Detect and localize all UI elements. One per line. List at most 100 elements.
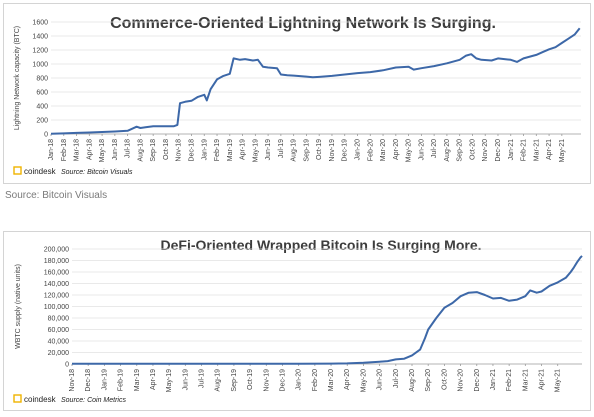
x-tick-label: Feb-19 [118,369,125,391]
x-tick-label: Aug-20 [409,369,416,392]
x-tick-label: Jun-19 [265,139,272,161]
x-tick-label: Apr-20 [344,369,351,390]
y-tick-label: 1000 [32,62,48,69]
x-tick-label: Jul-19 [199,369,206,388]
chart-title: Commerce-Oriented Lightning Network Is S… [110,15,496,32]
source-brand: coindesk [24,167,57,176]
x-tick-label: Aug-19 [291,139,298,162]
x-tick-label: Jan-21 [508,139,515,161]
x-tick-label: Oct-19 [316,139,323,160]
chart-panel-lightning: Commerce-Oriented Lightning Network Is S… [3,3,591,184]
y-tick-label: 60,000 [48,327,70,334]
x-tick-label: Mar-21 [522,369,529,391]
x-tick-label: Feb-21 [506,369,513,391]
y-tick-label: 1400 [32,34,48,41]
x-tick-label: Jun-19 [182,369,189,391]
x-tick-label: Sep-19 [303,139,310,162]
source-caption: Source: Bitcoin Visuals [5,190,108,201]
x-tick-label: Dec-18 [188,139,195,162]
y-tick-label: 600 [36,90,48,97]
x-tick-label: Jan-20 [355,139,362,161]
x-tick-label: Jan-19 [201,139,208,161]
y-tick-label: 160,000 [44,270,69,277]
x-tick-label: May-19 [166,369,173,392]
y-tick-label: 80,000 [48,316,70,323]
x-tick-label: Oct-20 [469,139,476,160]
x-tick-label: Oct-19 [247,369,254,390]
x-tick-label: Apr-18 [86,139,93,160]
x-tick-label: Aug-18 [137,139,144,162]
wbtc-chart-svg: DeFi-Oriented Wrapped Bitcoin Is Surging… [13,237,583,404]
logo-mask [15,396,20,401]
y-tick-label: 200,000 [44,247,69,254]
x-tick-label: May-20 [406,139,413,162]
x-tick-label: Dec-19 [342,139,349,162]
y-tick-label: 1600 [32,20,48,27]
x-tick-label: Apr-21 [539,369,546,390]
y-tick-label: 120,000 [44,293,69,300]
x-tick-label: Jul-20 [393,369,400,388]
x-tick-label: Oct-20 [441,369,448,390]
y-tick-label: 200 [36,118,48,125]
chart-panel-wbtc: DeFi-Oriented Wrapped Bitcoin Is Surging… [3,231,591,411]
source-text: Source: Coin Metrics [61,397,126,404]
x-tick-label: Jan-18 [48,139,55,161]
x-tick-label: Apr-19 [150,369,157,390]
x-tick-label: Apr-21 [546,139,553,160]
x-tick-label: Dec-20 [474,369,481,392]
x-tick-label: May-20 [360,369,367,392]
chart-title: DeFi-Oriented Wrapped Bitcoin Is Surging… [161,237,482,253]
coindesk-logo-icon [13,166,22,175]
source-text: Source: Bitcoin Visuals [61,169,133,176]
x-tick-label: Jul-19 [278,139,285,158]
x-tick-label: Jun-20 [418,139,425,161]
y-tick-label: 20,000 [48,350,70,357]
x-tick-label: May-18 [99,139,106,162]
x-tick-label: Sep-18 [150,139,157,162]
x-tick-label: Apr-19 [240,139,247,160]
x-tick-label: Nov-20 [458,369,465,392]
logo-mask [15,168,20,173]
x-tick-label: Feb-21 [521,139,528,161]
x-tick-label: Jan-21 [490,369,497,391]
x-tick-label: Aug-19 [215,369,222,392]
x-tick-label: Jan-20 [296,369,303,391]
x-tick-label: Sep-20 [457,139,464,162]
x-tick-label: Nov-20 [482,139,489,162]
x-tick-label: Mar-20 [328,369,335,391]
x-tick-label: Jan-19 [101,369,108,391]
y-tick-label: 100,000 [44,304,69,311]
source-brand: coindesk [24,395,57,404]
y-tick-label: 0 [65,362,69,369]
x-tick-label: Nov-18 [176,139,183,162]
y-tick-label: 800 [36,76,48,83]
coindesk-logo-icon [13,394,22,403]
x-tick-label: May-21 [559,139,566,162]
x-tick-label: Sep-20 [425,369,432,392]
x-tick-label: Feb-20 [367,139,374,161]
y-tick-label: 140,000 [44,281,69,288]
x-tick-label: Jun-18 [112,139,119,161]
x-tick-label: Dec-20 [495,139,502,162]
x-tick-label: Feb-18 [61,139,68,161]
x-tick-label: Feb-19 [214,139,221,161]
x-tick-label: Dec-18 [85,369,92,392]
x-tick-label: Mar-18 [74,139,81,161]
x-tick-label: Jul-20 [431,139,438,158]
lightning-chart-svg: Commerce-Oriented Lightning Network Is S… [13,15,581,176]
y-tick-label: 400 [36,104,48,111]
x-tick-label: Mar-19 [227,139,234,161]
y-tick-label: 40,000 [48,339,70,346]
x-tick-label: May-21 [555,369,562,392]
x-tick-label: Sep-19 [231,369,238,392]
x-tick-label: Nov-18 [69,369,76,392]
y-tick-label: 180,000 [44,258,69,265]
y-axis-label: WBTC supply (native units) [15,264,22,349]
x-tick-label: May-19 [252,139,259,162]
series-line [50,27,581,135]
x-tick-label: Mar-20 [380,139,387,161]
y-tick-label: 1200 [32,48,48,55]
x-tick-label: Dec-19 [279,369,286,392]
x-tick-label: Feb-20 [312,369,319,391]
x-tick-label: Nov-19 [329,139,336,162]
